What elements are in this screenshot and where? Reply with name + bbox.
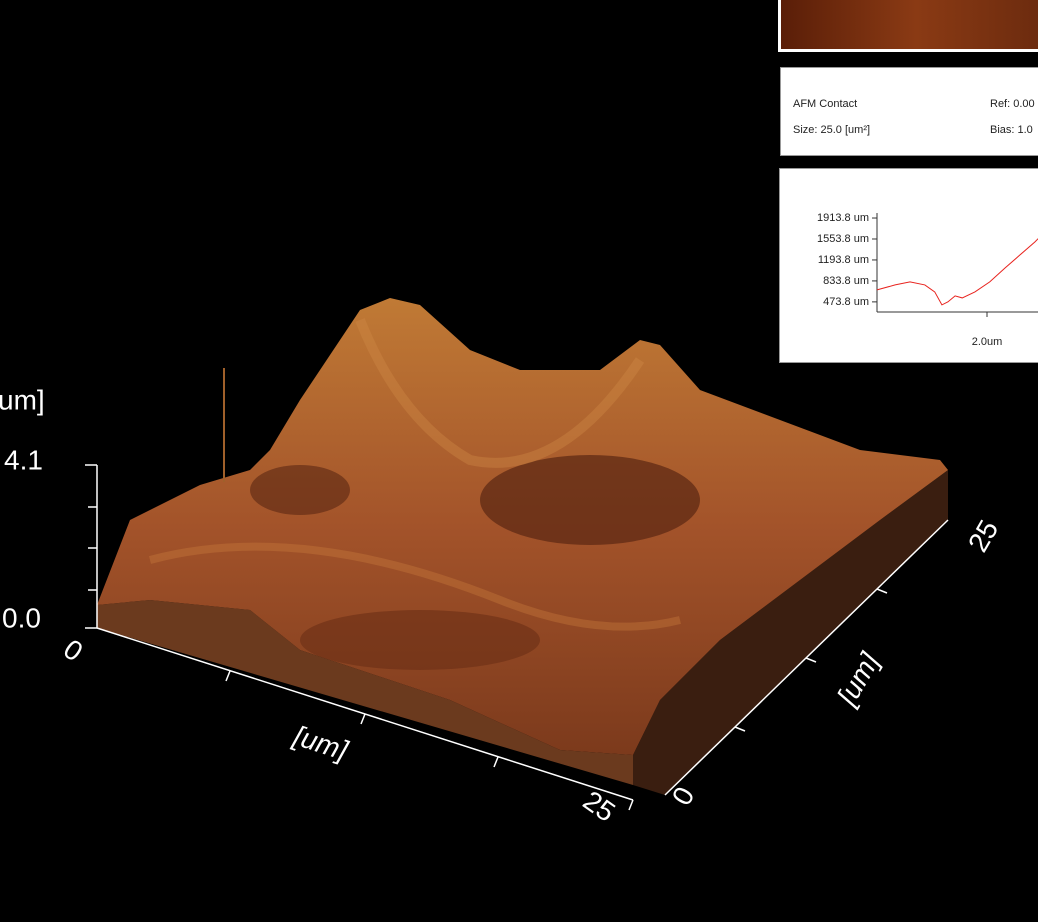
ref: Ref: 0.00 [990, 98, 1035, 110]
ridge [355, 318, 645, 468]
valley [250, 465, 350, 515]
valley [480, 455, 700, 545]
mode: AFM Contact [793, 98, 857, 110]
size: Size: 25.0 [um²] [793, 124, 870, 136]
y-tick-label: 1553.8 um [817, 233, 869, 245]
profile-line [876, 238, 1038, 306]
front-face [97, 600, 633, 785]
z-max: 4.1 [4, 444, 43, 475]
ridge [148, 542, 681, 631]
z-axis-label: um] [0, 384, 45, 415]
y-tick-label: 833.8 um [823, 275, 869, 287]
y-tick-label: 1193.8 um [818, 254, 869, 266]
z-min: 0.0 [2, 602, 41, 633]
y-tick-label: 473.8 um [823, 296, 869, 308]
y-tick-label: 1913.8 um [817, 212, 869, 224]
axes [85, 464, 949, 811]
profile-chart: 473.8 um 833.8 um 1193.8 um 1553.8 um 1913.8… [817, 212, 1038, 348]
x-tick-label: 2.0um [972, 336, 1003, 348]
info-panel [780, 67, 1038, 156]
image-thumbnail [781, 0, 1038, 49]
valley [300, 610, 540, 670]
profile-panel [779, 168, 1038, 363]
bias: Bias: 1.0 [990, 124, 1033, 136]
right-face [633, 470, 948, 795]
